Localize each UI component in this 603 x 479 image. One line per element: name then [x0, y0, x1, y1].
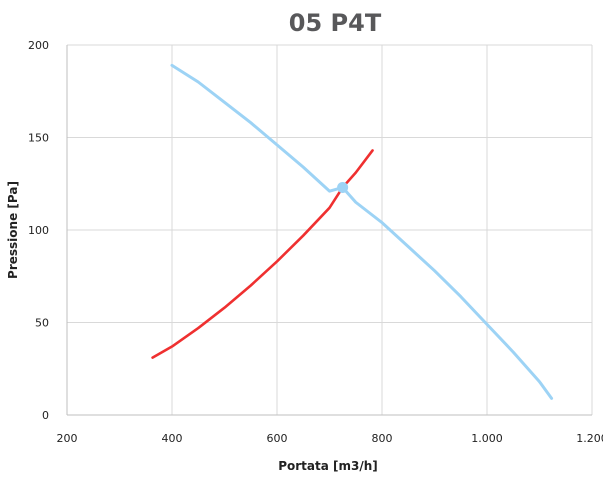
axes — [66, 45, 592, 416]
x-tick-label: 1.000 — [471, 432, 503, 445]
chart-title: 05 P4T — [289, 9, 382, 37]
intersection-point — [337, 181, 349, 193]
series — [151, 63, 554, 400]
x-tick-label: 400 — [162, 432, 183, 445]
y-tick-label: 0 — [42, 409, 49, 422]
x-tick-label: 200 — [57, 432, 78, 445]
y-tick-label: 150 — [28, 132, 49, 145]
y-axis-label: Pressione [Pa] — [6, 181, 20, 279]
tick-labels: 0 50 100 150 200 200 400 600 800 1.000 1.200 — [28, 39, 603, 445]
series-line-1 — [170, 63, 554, 400]
grid — [67, 44, 593, 415]
markers — [337, 181, 349, 193]
x-tick-label: 1.200 — [576, 432, 603, 445]
x-tick-label: 800 — [372, 432, 393, 445]
y-tick-label: 200 — [28, 39, 49, 52]
y-tick-label: 100 — [28, 224, 49, 237]
y-tick-label: 50 — [35, 317, 49, 330]
series-line-2 — [151, 149, 374, 359]
x-tick-label: 600 — [267, 432, 288, 445]
x-axis-label: Portata [m3/h] — [278, 459, 378, 473]
